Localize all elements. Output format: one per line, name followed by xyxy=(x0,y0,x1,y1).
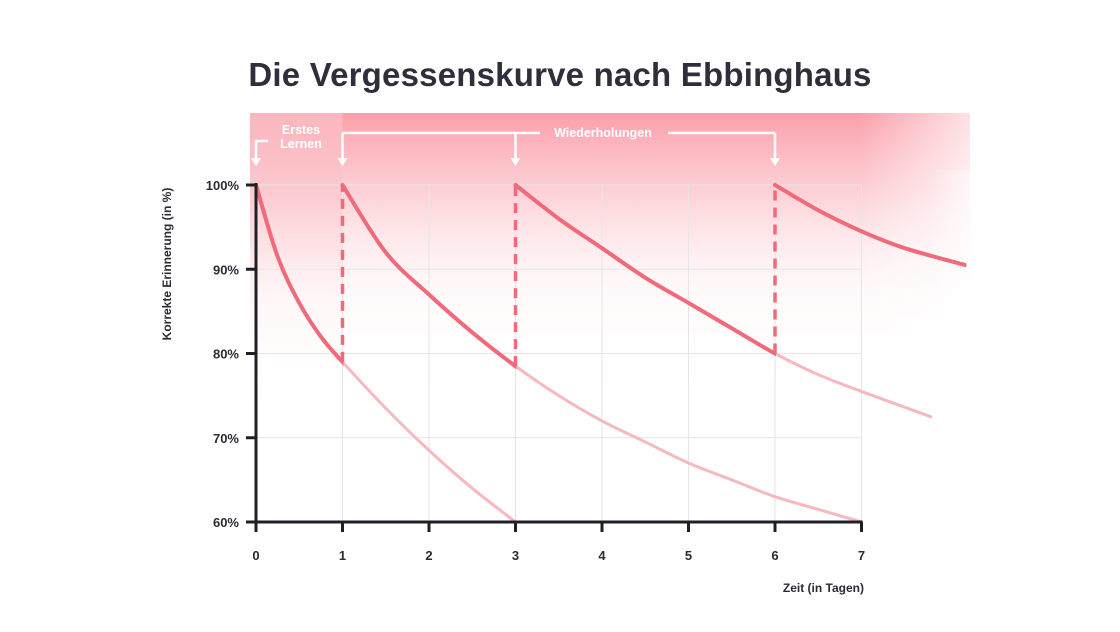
curve-fade xyxy=(780,170,1020,550)
forgetting-curve-2 xyxy=(340,183,517,370)
x-tick-label: 7 xyxy=(858,548,865,563)
x-tick-label: 1 xyxy=(339,548,346,563)
repetition-arrow-head-2 xyxy=(510,158,521,166)
x-tick-label: 0 xyxy=(252,548,259,563)
repetition-arrow-head-3 xyxy=(770,158,780,166)
first-learning-arrow xyxy=(254,139,268,162)
x-tick-label: 6 xyxy=(771,548,778,563)
forgetting-curve-4 xyxy=(773,183,967,268)
chart-title: Die Vergessenskurve nach Ebbinghaus xyxy=(248,56,872,93)
x-tick-label: 2 xyxy=(425,548,432,563)
repetition-arrow-head-1 xyxy=(337,158,348,166)
y-tick-label: 60% xyxy=(213,515,239,530)
y-axis-label: Korrekte Erinnerung (in %) xyxy=(160,188,174,341)
first-learning-label: Erstes xyxy=(282,123,320,137)
repetitions-label: Wiederholungen xyxy=(554,126,652,140)
first-learning-arrow-head xyxy=(251,158,261,166)
x-axis-label: Zeit (in Tagen) xyxy=(783,581,864,595)
first-learning-band xyxy=(250,113,343,413)
y-tick-label: 70% xyxy=(213,431,239,446)
first-learning-label: Lernen xyxy=(280,137,322,151)
y-tick-label: 100% xyxy=(206,178,240,193)
y-tick-label: 90% xyxy=(213,262,239,277)
y-tick-label: 80% xyxy=(213,347,239,362)
x-tick-label: 3 xyxy=(512,548,519,563)
forgetting-curve-3 xyxy=(513,183,776,357)
x-tick-label: 5 xyxy=(685,548,692,563)
x-tick-label: 4 xyxy=(598,548,606,563)
